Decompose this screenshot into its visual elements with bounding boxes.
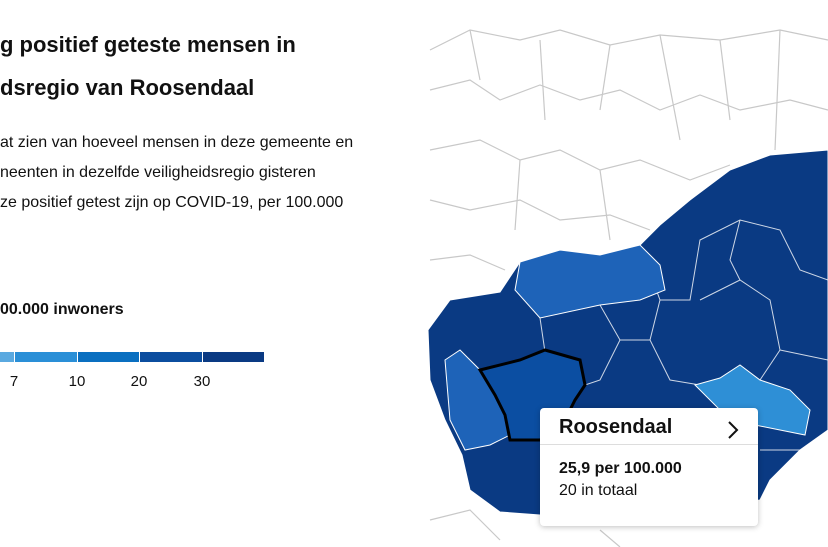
title-line: dsregio van Roosendaal	[0, 75, 255, 100]
tooltip: Roosendaal 25,9 per 100.000 20 in totaal	[540, 408, 758, 526]
description-line: at zien van hoeveel mensen in deze gemee…	[0, 134, 354, 151]
chevron-icon[interactable]	[726, 420, 740, 440]
background-borders	[429, 29, 828, 547]
tooltip-name: Roosendaal	[559, 416, 673, 438]
legend-swatch	[78, 352, 139, 362]
legend-tick-label: 10	[69, 373, 86, 390]
legend-swatch	[15, 352, 77, 362]
tooltip-rate: 25,9 per 100.000	[559, 460, 682, 477]
legend-tick-label: 30	[194, 373, 211, 390]
legend: 7 10 20 30	[0, 352, 264, 390]
legend-tick-label: 7	[10, 373, 18, 390]
title-line: g positief geteste mensen in	[0, 32, 296, 57]
legend-tick-label: 20	[131, 373, 148, 390]
municipality-borders	[539, 219, 828, 471]
legend-swatch	[0, 352, 14, 362]
tooltip-total: 20 in totaal	[559, 482, 638, 499]
legend-swatch	[140, 352, 202, 362]
legend-swatch	[203, 352, 264, 362]
description-line: ze positief getest zijn op COVID-19, per…	[0, 194, 344, 211]
legend-title: 00.000 inwoners	[0, 301, 124, 318]
description-line: neenten in dezelfde veiligheidsregio gis…	[0, 164, 316, 181]
divider	[540, 444, 758, 445]
region-medium[interactable]	[514, 244, 666, 319]
